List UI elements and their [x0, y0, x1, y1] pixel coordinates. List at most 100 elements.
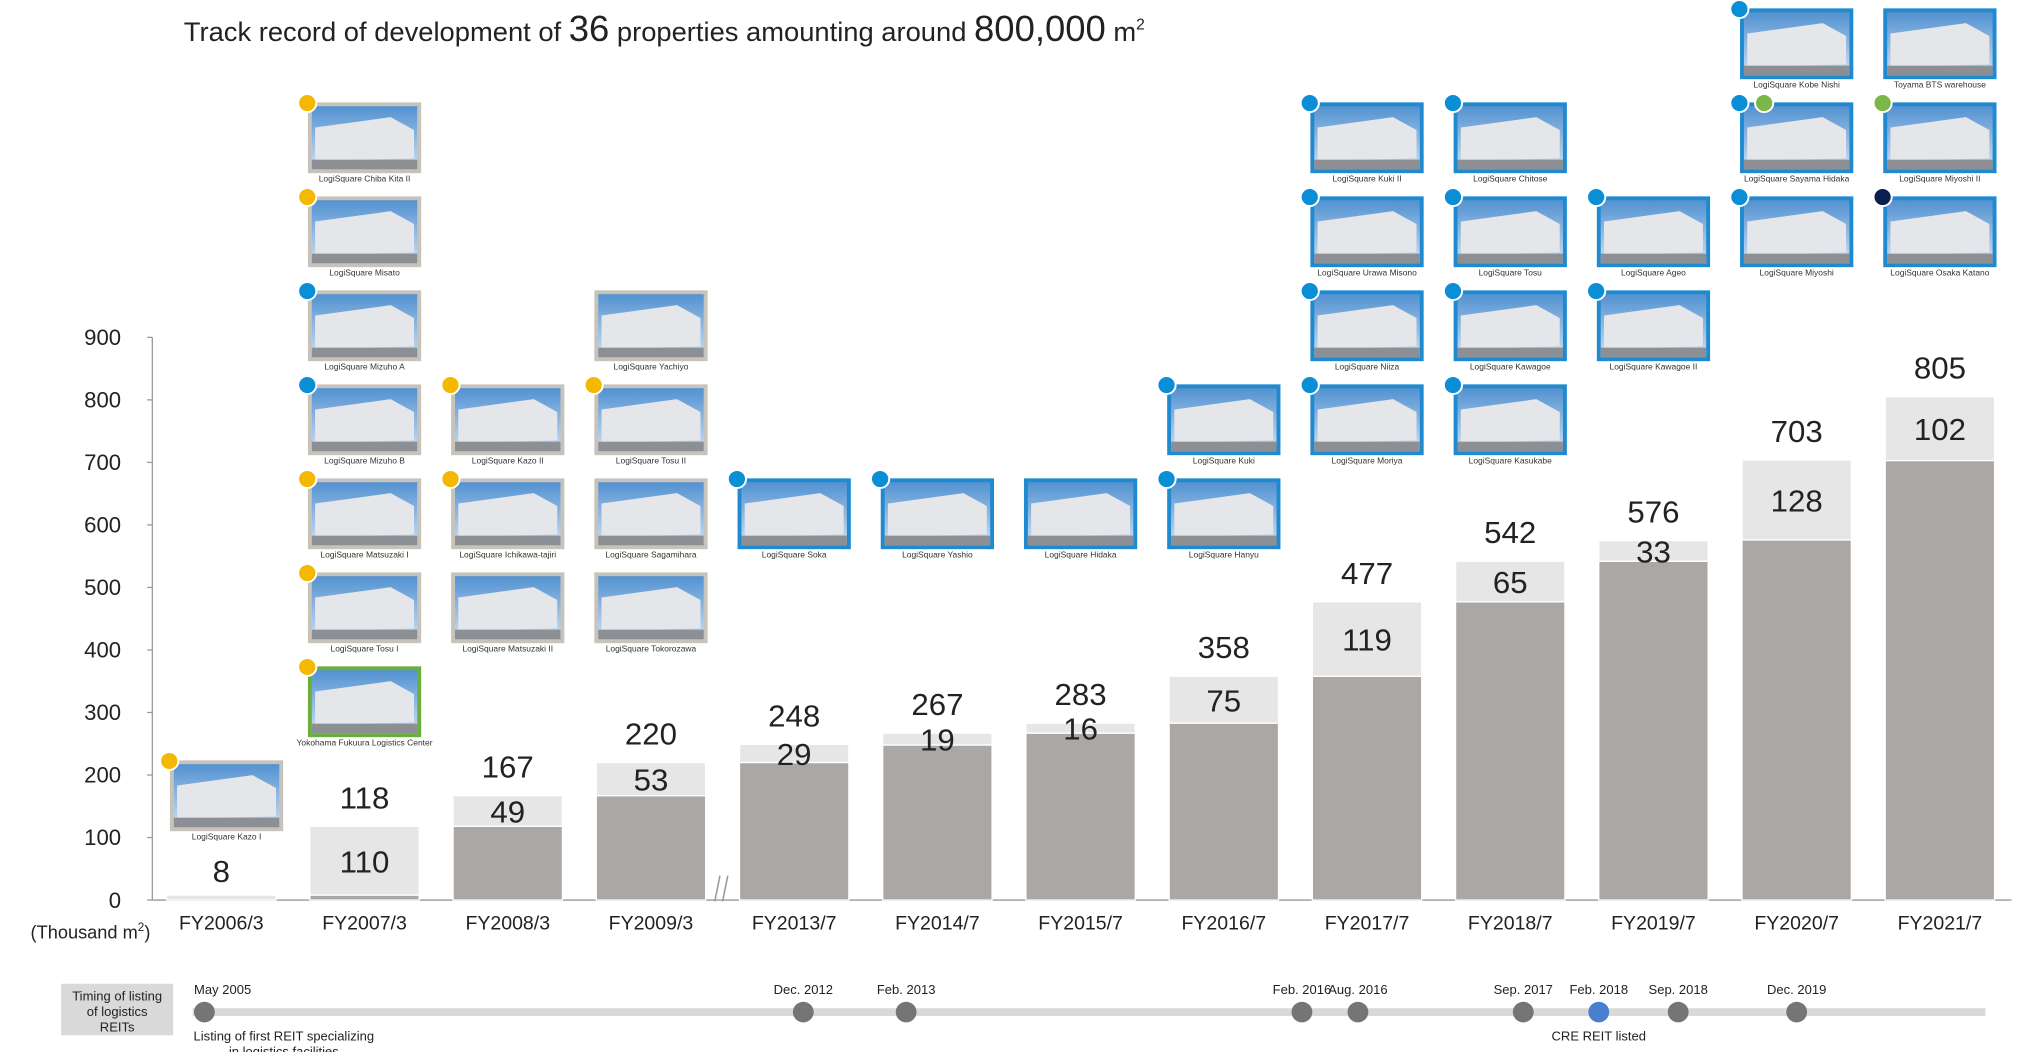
y-tick-label: 700 [84, 450, 121, 475]
thumbnail-ground [1314, 347, 1420, 358]
total-label: 248 [768, 699, 820, 734]
total-label: 477 [1341, 556, 1393, 591]
property-dot [1729, 0, 1750, 19]
timeline-date: Feb. 2013 [877, 982, 936, 997]
thumbnail-ground [455, 629, 561, 640]
property-dot [297, 93, 318, 113]
thumbnail-building [744, 493, 844, 537]
title-part: m [1106, 16, 1136, 47]
x-tick-label: FY2018/7 [1468, 913, 1553, 935]
bar-segment [452, 795, 564, 827]
segment-label: 29 [777, 737, 812, 772]
thumbnail-ground [311, 159, 418, 170]
property-card: LogiSquare Moriya [1299, 375, 1424, 466]
y-tick-label: 0 [109, 888, 121, 913]
property-dot [1872, 93, 1893, 113]
property-dot [1729, 93, 1750, 113]
bar-segment [1311, 601, 1423, 677]
thumbnail-building [1603, 211, 1703, 255]
property-dot [583, 375, 604, 395]
y-tick-label: 300 [84, 700, 121, 725]
x-tick-label: FY2013/7 [752, 913, 837, 935]
property-card: LogiSquare Ichikawa-tajiri [440, 469, 565, 560]
thumbnail-ground [311, 347, 418, 358]
thumbnail-ground [311, 535, 418, 546]
thumbnail-building [887, 493, 987, 537]
timeline-dot [792, 1001, 814, 1023]
property-card: LogiSquare Niiza [1299, 281, 1424, 372]
thumbnail-building [315, 305, 415, 349]
property-dot [297, 375, 318, 395]
property-card: LogiSquare Kobe Nishi [1729, 0, 1854, 90]
timeline-dot [1786, 1001, 1808, 1023]
total-label: 267 [911, 687, 963, 722]
thumbnail-ground [598, 535, 704, 546]
bar-segment [882, 732, 993, 746]
x-tick-label: FY2009/3 [609, 913, 694, 935]
segment-label: 33 [1636, 535, 1671, 570]
property-dot [440, 375, 461, 395]
property-card: LogiSquare Soka [726, 469, 851, 560]
x-tick-label: FY2017/7 [1325, 913, 1410, 935]
property-card: LogiSquare Sayama Hidaka [1729, 93, 1854, 184]
thumbnail-building [177, 775, 277, 819]
thumbnail-ground [311, 723, 418, 734]
segment-label: 49 [490, 795, 525, 830]
thumbnail-ground [1887, 159, 1993, 170]
property-card: LogiSquare Tosu I [297, 563, 422, 654]
property-dot [1299, 281, 1320, 301]
thumbnail-building [458, 587, 558, 631]
property-card: LogiSquare Yashio [870, 469, 995, 560]
thumbnail-ground [1743, 65, 1850, 76]
property-dot [1299, 187, 1320, 207]
property-card: LogiSquare Kasukabe [1442, 375, 1567, 466]
segment-label: 119 [1342, 623, 1392, 658]
thumbnail-ground [455, 441, 561, 452]
thumbnail-building [1317, 305, 1417, 349]
thumbnail-ground [311, 629, 418, 640]
property-label: LogiSquare Kasukabe [1469, 456, 1553, 466]
property-label: LogiSquare Kawagoe II [1610, 362, 1698, 372]
timeline-date: May 2005 [194, 982, 251, 997]
property-dot [1872, 187, 1893, 207]
property-label: LogiSquare Kuki II [1332, 174, 1401, 184]
timeline-dot [1667, 1001, 1689, 1023]
thumbnail-ground [1457, 159, 1563, 170]
property-label: LogiSquare Ichikawa-tajiri [459, 550, 556, 560]
property-card: LogiSquare Mizuho A [297, 281, 422, 372]
property-label: LogiSquare Matsuzaki I [320, 550, 408, 560]
thumbnail-building [458, 493, 558, 537]
total-label: 703 [1771, 414, 1823, 449]
property-card: LogiSquare Miyoshi [1729, 187, 1854, 278]
thumbnail-ground [1314, 253, 1420, 264]
property-card: Yokohama Fukuura Logistics Center [297, 657, 433, 748]
property-dot [1299, 375, 1320, 395]
thumbnail-building [1747, 117, 1847, 161]
thumbnail-building [601, 305, 701, 349]
bar-segment [452, 825, 564, 901]
total-label: 220 [625, 717, 677, 752]
property-label: LogiSquare Tosu I [331, 644, 399, 654]
property-dot [1156, 469, 1177, 489]
segment-label: 110 [340, 844, 390, 879]
property-card: LogiSquare Chitose [1442, 93, 1567, 184]
thumbnail-building [315, 211, 415, 255]
bar-segment [309, 825, 420, 896]
property-card: LogiSquare Kawagoe [1442, 281, 1567, 372]
bar-segment [1884, 396, 1996, 462]
thumbnail-building [1603, 305, 1703, 349]
y-label-superscript: 2 [138, 921, 145, 934]
title-part: properties amounting around [609, 16, 974, 47]
property-card: LogiSquare Ageo [1586, 187, 1711, 278]
property-dot [1729, 187, 1750, 207]
total-label: 283 [1055, 677, 1107, 712]
x-tick-label: FY2020/7 [1754, 913, 1839, 935]
thumbnail-ground [1600, 253, 1707, 264]
thumbnail-ground [1887, 253, 1993, 264]
y-tick-label: 500 [84, 575, 121, 600]
property-label: LogiSquare Moriya [1332, 456, 1403, 466]
timeline-note: in logistics facilities [229, 1044, 339, 1052]
bar-segment [738, 743, 850, 764]
timeline-label-box [61, 983, 174, 1036]
